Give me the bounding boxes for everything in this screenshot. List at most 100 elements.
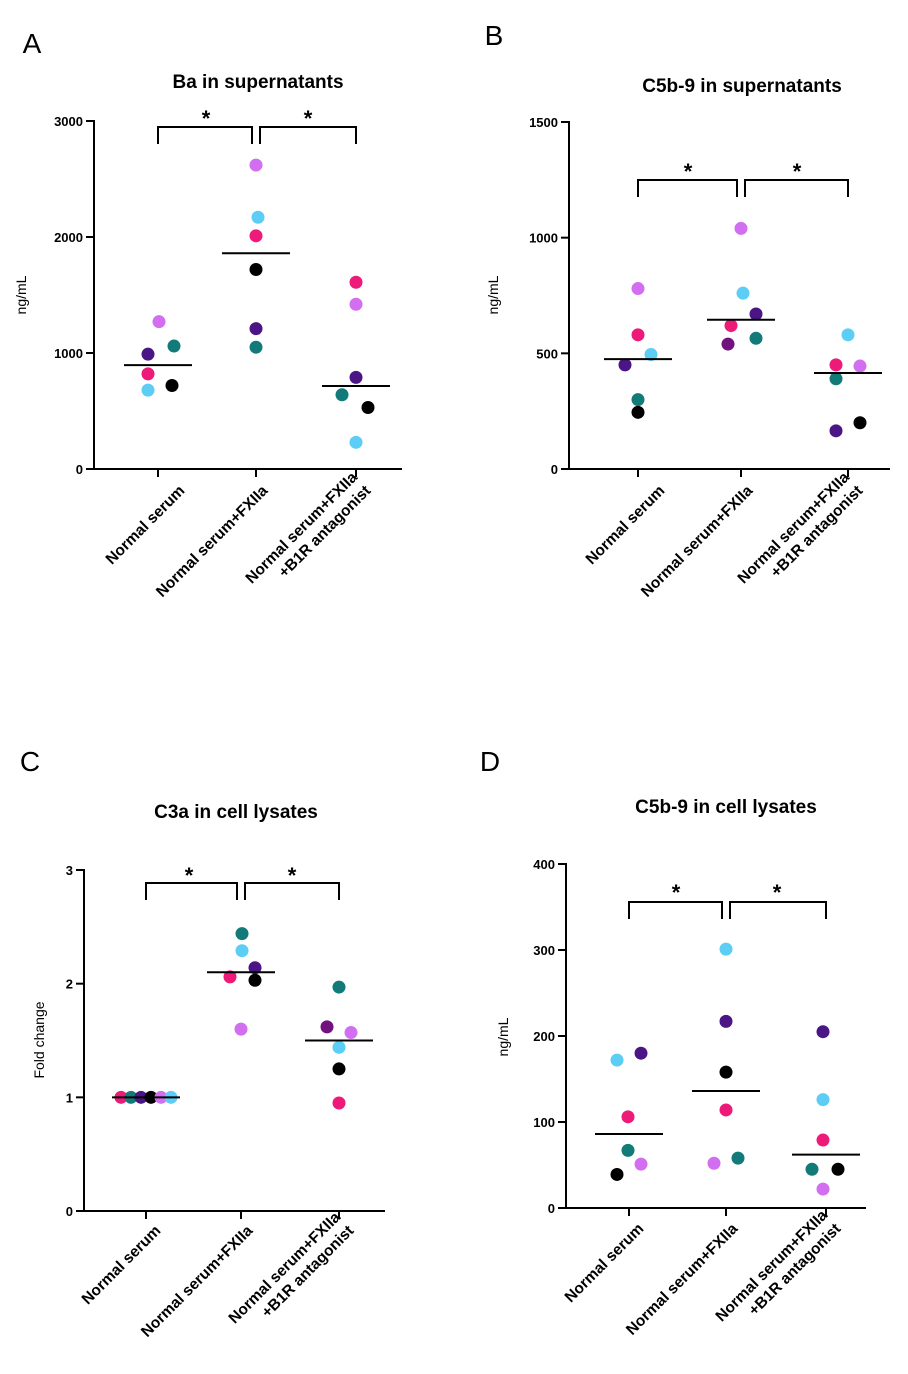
data-point [719, 1065, 733, 1079]
data-point [332, 1096, 346, 1110]
significance-label: * [202, 106, 211, 131]
y-tick-label: 3000 [54, 114, 83, 129]
x-category-label: Normal serum [583, 482, 669, 568]
data-point [235, 927, 249, 941]
data-point [731, 1151, 745, 1165]
x-category-label: Normal serum [79, 1222, 165, 1308]
data-point [249, 262, 263, 276]
panel-b: B C5b-9 in supernatants 0 500 1000 1500 ng/mL N… [485, 20, 890, 601]
data-point [805, 1162, 819, 1176]
chart-title: C3a in cell lysates [154, 802, 318, 823]
y-tick-label: 1000 [529, 231, 558, 246]
data-point [853, 416, 867, 430]
significance-bracket [145, 882, 238, 900]
x-category-line: Normal serum [103, 482, 189, 568]
significance-bracket [729, 901, 827, 919]
data-point [749, 307, 763, 321]
panel-letter: D [480, 746, 500, 777]
significance-label: * [773, 880, 782, 905]
significance-label: * [793, 159, 802, 184]
x-category-line: Normal serum [583, 482, 669, 568]
y-tick-label: 300 [533, 943, 555, 958]
data-point [349, 297, 363, 311]
data-point [631, 405, 645, 419]
data-point [621, 1143, 635, 1157]
significance-label: * [304, 106, 313, 131]
data-point [234, 1022, 248, 1036]
data-point [829, 358, 843, 372]
y-tick-label: 3 [66, 863, 73, 878]
y-tick-label: 0 [548, 1201, 555, 1216]
data-point [831, 1162, 845, 1176]
data-point [248, 961, 262, 975]
x-category-label: Normal serum [562, 1220, 648, 1306]
data-point [349, 370, 363, 384]
chart-title: C5b-9 in cell lysates [635, 797, 817, 818]
data-point [249, 229, 263, 243]
data-point [634, 1157, 648, 1171]
y-axis-label: ng/mL [485, 275, 501, 314]
data-point [610, 1053, 624, 1067]
y-axis-label: ng/mL [495, 1017, 511, 1056]
y-tick-label: 1500 [529, 115, 558, 130]
chart-title: Ba in supernatants [172, 72, 343, 93]
significance-label: * [288, 863, 297, 888]
data-point [816, 1133, 830, 1147]
y-tick-label: 1000 [54, 346, 83, 361]
data-point [816, 1182, 830, 1196]
data-point [152, 315, 166, 329]
data-point [335, 388, 349, 402]
panel-letter: C [20, 746, 40, 777]
data-point [344, 1026, 358, 1040]
data-point [249, 322, 263, 336]
chart-title: C5b-9 in supernatants [642, 76, 842, 97]
data-point [610, 1167, 624, 1181]
data-point [634, 1046, 648, 1060]
y-tick-label: 100 [533, 1115, 555, 1130]
significance-label: * [672, 880, 681, 905]
data-point [165, 378, 179, 392]
significance-bracket [744, 179, 849, 197]
data-point [721, 337, 735, 351]
data-point [235, 944, 249, 958]
x-category-label: Normal serum+FXIIa+B1R antagonist [735, 469, 867, 601]
y-axis-label: ng/mL [13, 275, 29, 314]
data-point [707, 1156, 721, 1170]
y-tick-label: 1 [66, 1090, 73, 1105]
data-point [816, 1025, 830, 1039]
y-axis-label: Fold change [31, 1001, 47, 1078]
x-category-label: Normal serum [103, 482, 189, 568]
data-point [349, 275, 363, 289]
data-point [167, 339, 181, 353]
x-category-line: Normal serum+FXIIa [735, 469, 854, 588]
data-point [631, 393, 645, 407]
data-point [631, 282, 645, 296]
y-tick-label: 200 [533, 1029, 555, 1044]
panel-letter: A [23, 28, 42, 59]
data-point [249, 340, 263, 354]
y-tick-label: 400 [533, 857, 555, 872]
significance-bracket [259, 126, 357, 144]
data-point [736, 286, 750, 300]
data-point [248, 973, 262, 987]
data-point [361, 401, 375, 415]
data-point [631, 328, 645, 342]
y-tick-label: 2000 [54, 230, 83, 245]
panel-a: A Ba in supernatants 0 1000 2000 3000 ng/mL Nor… [13, 28, 402, 601]
data-point [223, 970, 237, 984]
significance-bracket [628, 901, 723, 919]
panel-letter: B [485, 20, 504, 51]
data-point [332, 980, 346, 994]
data-point [621, 1110, 635, 1124]
y-tick-label: 500 [536, 346, 558, 361]
data-point [816, 1093, 830, 1107]
y-tick-label: 2 [66, 977, 73, 992]
data-point [349, 435, 363, 449]
x-category-line: Normal serum [562, 1220, 648, 1306]
y-tick-label: 0 [66, 1204, 73, 1219]
data-point [734, 221, 748, 235]
significance-bracket [244, 882, 340, 900]
x-category-line: Normal serum [79, 1222, 165, 1308]
significance-label: * [684, 159, 693, 184]
